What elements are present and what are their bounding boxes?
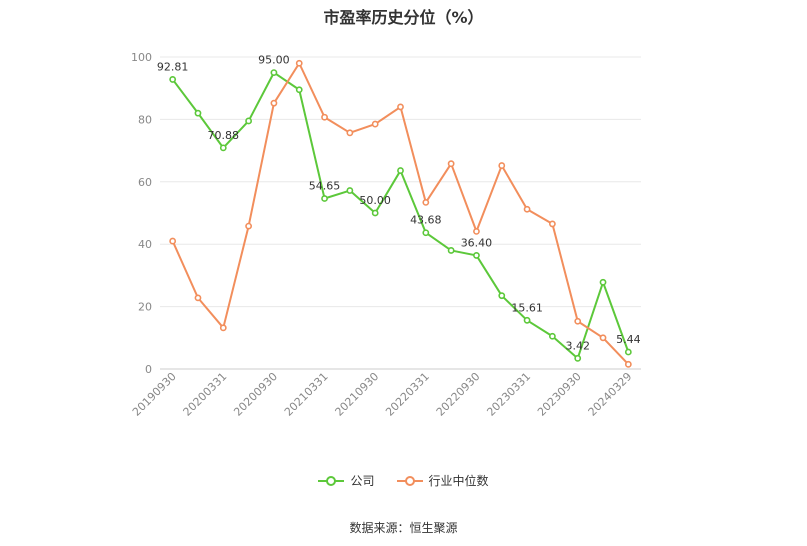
data-label: 43.68 <box>410 214 442 227</box>
legend-marker-company-icon <box>318 475 345 486</box>
y-tick-label: 80 <box>138 113 152 126</box>
data-point-0 <box>321 195 328 202</box>
data-point-1 <box>371 120 379 128</box>
data-label: 92.81 <box>157 60 189 73</box>
data-point-1 <box>447 160 455 168</box>
data-label: 5.44 <box>616 333 641 346</box>
data-point-0 <box>346 187 354 194</box>
y-tick-label: 40 <box>138 238 152 251</box>
x-tick-label: 20200331 <box>181 370 230 419</box>
data-point-1 <box>270 99 278 107</box>
x-tick-label: 20210331 <box>282 370 331 419</box>
data-point-0 <box>219 144 227 152</box>
data-point-0 <box>371 209 379 217</box>
legend-marker-industry-icon <box>396 475 423 486</box>
data-label: 50.00 <box>359 194 391 207</box>
data-point-1 <box>523 205 531 213</box>
y-tick-label: 0 <box>145 363 152 376</box>
legend-item-company[interactable]: 公司 <box>318 472 375 489</box>
x-tick-label: 20200930 <box>231 370 280 419</box>
data-point-1 <box>574 317 582 325</box>
legend-item-industry[interactable]: 行业中位数 <box>396 472 489 489</box>
x-tick-label: 20220331 <box>383 370 432 419</box>
data-point-0 <box>245 117 253 125</box>
data-point-1 <box>548 220 556 228</box>
data-point-0 <box>169 76 177 83</box>
data-label: 70.88 <box>208 129 240 142</box>
data-point-0 <box>270 69 278 76</box>
data-point-1 <box>219 324 227 332</box>
data-point-1 <box>599 334 607 342</box>
y-tick-label: 60 <box>138 176 152 189</box>
data-point-0 <box>624 348 632 356</box>
data-point-0 <box>422 229 430 237</box>
data-point-1 <box>624 360 632 368</box>
data-point-0 <box>523 316 531 324</box>
x-tick-label: 20210930 <box>333 370 382 419</box>
y-tick-label: 100 <box>131 51 152 64</box>
series-line-0 <box>171 71 630 360</box>
data-point-1 <box>295 59 303 67</box>
data-label: 36.40 <box>461 236 493 249</box>
legend: 公司 行业中位数 <box>0 472 807 489</box>
data-point-1 <box>169 237 177 245</box>
data-point-0 <box>574 354 582 362</box>
data-point-0 <box>397 167 404 174</box>
data-point-1 <box>422 198 430 206</box>
data-point-0 <box>194 109 202 117</box>
data-point-1 <box>397 103 404 111</box>
legend-label-industry: 行业中位数 <box>428 474 489 488</box>
data-point-1 <box>498 162 506 169</box>
data-label: 95.00 <box>258 54 290 67</box>
data-label: 3.42 <box>565 339 590 352</box>
data-point-1 <box>346 129 354 137</box>
x-tick-label: 20230331 <box>484 370 533 419</box>
data-point-1 <box>194 294 202 302</box>
data-point-0 <box>599 278 607 286</box>
x-tick-label: 20220930 <box>434 370 483 419</box>
data-label: 54.65 <box>309 179 341 192</box>
legend-label-company: 公司 <box>350 474 375 488</box>
data-point-0 <box>447 247 455 254</box>
data-point-0 <box>548 332 556 340</box>
data-point-1 <box>473 228 480 235</box>
data-point-1 <box>321 113 328 121</box>
data-source-note: 数据来源：恒生聚源 <box>349 521 458 535</box>
data-label: 15.61 <box>511 301 543 314</box>
data-point-0 <box>498 292 506 300</box>
data-point-0 <box>295 86 303 94</box>
x-tick-label: 20240329 <box>586 370 635 419</box>
data-point-0 <box>473 252 480 259</box>
data-point-1 <box>245 222 253 230</box>
chart-title: 市盈率历史分位（%） <box>323 8 484 27</box>
y-tick-label: 20 <box>138 301 152 314</box>
x-tick-label: 20190930 <box>130 370 179 419</box>
x-tick-label: 20230930 <box>535 370 584 419</box>
